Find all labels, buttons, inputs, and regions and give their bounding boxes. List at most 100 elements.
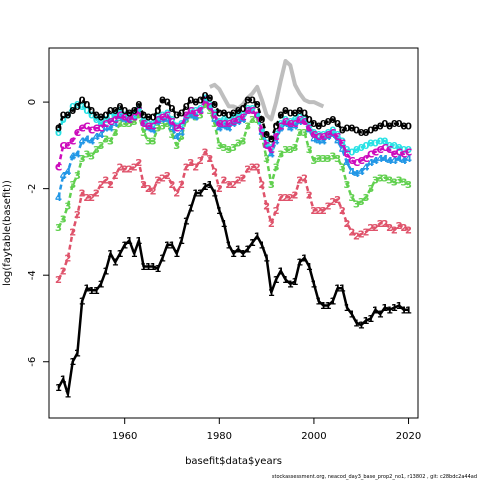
- point-label: C: [405, 147, 412, 158]
- point-label: 3: [79, 154, 86, 165]
- point-label: 3: [159, 121, 166, 132]
- point-label: 4: [381, 154, 388, 165]
- point-label: 3: [334, 154, 341, 165]
- point-label: 2: [348, 227, 355, 238]
- series-7: [208, 59, 325, 122]
- point-label: C: [216, 119, 223, 130]
- point-label: 3: [145, 137, 152, 148]
- point-label: 4: [292, 121, 299, 132]
- point-label: 4: [178, 128, 185, 139]
- point-label: 2: [79, 189, 86, 200]
- point-label: 0: [363, 128, 370, 139]
- point-label: 1: [329, 297, 336, 308]
- point-label: 0: [60, 115, 67, 126]
- point-label: 1: [244, 245, 251, 256]
- point-label: 4: [102, 124, 109, 135]
- point-label: 1: [282, 275, 289, 286]
- point-label: 0: [183, 102, 190, 113]
- point-label: 1: [202, 182, 209, 193]
- point-label: 3: [405, 180, 412, 191]
- point-label: 0: [173, 111, 180, 122]
- point-label: 1: [273, 275, 280, 286]
- point-label: 3: [306, 145, 313, 156]
- point-label: 3: [112, 128, 119, 139]
- point-label: 3: [320, 154, 327, 165]
- point-label: 0: [98, 119, 105, 130]
- point-label: 3: [164, 119, 171, 130]
- point-label: 0: [249, 95, 256, 106]
- point-label: 3: [169, 130, 176, 141]
- point-label: C: [263, 141, 270, 152]
- point-label: C: [159, 113, 166, 124]
- point-label: 0: [102, 115, 109, 126]
- point-label: 4: [296, 117, 303, 128]
- point-label: 1: [306, 262, 313, 273]
- point-label: 2: [277, 193, 284, 204]
- point-label: 0: [235, 106, 242, 117]
- point-label: 2: [363, 227, 370, 238]
- point-label: 2: [145, 184, 152, 195]
- point-label: 0: [292, 108, 299, 119]
- point-label: 0: [88, 111, 95, 122]
- point-label: 0: [211, 108, 218, 119]
- point-label: C: [230, 117, 237, 128]
- point-label: C: [102, 119, 109, 130]
- point-label: 1: [164, 240, 171, 251]
- point-label: 4: [400, 156, 407, 167]
- point-label: C: [140, 119, 147, 130]
- point-label: 0: [244, 95, 251, 106]
- point-label: 1: [74, 349, 81, 360]
- point-label: 4: [112, 119, 119, 130]
- point-label: 3: [268, 180, 275, 191]
- point-label: 1: [69, 357, 76, 368]
- point-label: 3: [102, 134, 109, 145]
- point-label: 1: [391, 303, 398, 314]
- point-label: 0: [117, 106, 124, 117]
- point-label: 2: [296, 176, 303, 187]
- y-tick-label: -4: [27, 270, 38, 280]
- point-label: 3: [211, 119, 218, 130]
- point-label: 0: [282, 106, 289, 117]
- point-label: C: [315, 132, 322, 143]
- point-label: 0: [339, 126, 346, 137]
- point-label: 3: [263, 154, 270, 165]
- point-label: 2: [235, 176, 242, 187]
- point-label: 2: [301, 173, 308, 184]
- point-label: 3: [55, 223, 62, 234]
- point-label: 3: [282, 145, 289, 156]
- point-label: 1: [405, 305, 412, 316]
- point-label: 3: [98, 141, 105, 152]
- point-label: 0: [117, 102, 124, 113]
- point-label: 0: [112, 111, 119, 122]
- point-label: 0: [329, 126, 336, 137]
- point-label: 0: [363, 141, 370, 152]
- point-label: 4: [154, 117, 161, 128]
- point-label: C: [192, 108, 199, 119]
- point-label: 0: [386, 141, 393, 152]
- point-label: 1: [315, 297, 322, 308]
- point-label: 0: [344, 145, 351, 156]
- point-label: 3: [310, 156, 317, 167]
- point-label: 4: [268, 150, 275, 161]
- series-line: [208, 59, 325, 122]
- point-label: 0: [348, 147, 355, 158]
- point-label: 2: [334, 195, 341, 206]
- point-label: C: [244, 106, 251, 117]
- point-label: 1: [112, 258, 119, 269]
- point-label: 3: [178, 132, 185, 143]
- y-axis-label: log(faytable(basefit)): [2, 180, 13, 286]
- point-label: C: [116, 111, 123, 122]
- point-label: 0: [254, 100, 261, 111]
- point-label: 2: [396, 221, 403, 232]
- point-label: 0: [221, 108, 228, 119]
- point-label: 1: [353, 318, 360, 329]
- point-label: 0: [372, 139, 379, 150]
- point-label: 1: [145, 262, 152, 273]
- point-label: 0: [273, 121, 280, 132]
- point-label: 0: [344, 124, 351, 135]
- point-label: 1: [159, 253, 166, 264]
- point-label: 0: [69, 102, 76, 113]
- point-label: 2: [339, 206, 346, 217]
- point-label: 0: [405, 121, 412, 132]
